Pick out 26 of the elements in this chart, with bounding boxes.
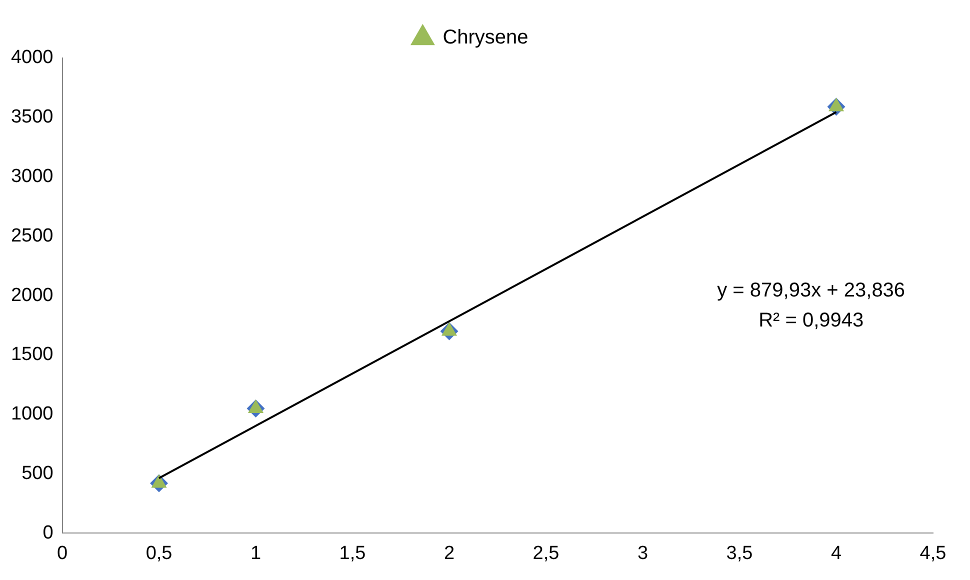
- point: [248, 399, 264, 413]
- point: [151, 474, 167, 488]
- y-tick-label: 3000: [10, 166, 54, 188]
- x-tick-label: 4: [830, 542, 842, 564]
- x-tick-label: 2,5: [532, 542, 560, 564]
- point: [441, 322, 458, 336]
- y-tick-label: 1000: [10, 404, 54, 425]
- y-tick-label: 3500: [10, 106, 54, 128]
- x-tick-label: 0,5: [146, 542, 172, 564]
- x-tick-label: 1: [250, 542, 262, 564]
- legend-label: Chrysene: [442, 26, 528, 49]
- x-tick-label: 3: [637, 542, 648, 564]
- annotation: y = 879,93x + 23,836: [717, 279, 906, 302]
- point: [828, 98, 844, 112]
- y-tick-label: 500: [22, 463, 54, 484]
- x-tick-label: 1,5: [339, 542, 366, 564]
- annotation: R² = 0,9943: [758, 309, 864, 332]
- x-tick-label: 4,5: [920, 542, 946, 564]
- y-tick-label: 2000: [10, 284, 54, 306]
- y-tick-label: 1500: [10, 344, 54, 366]
- y-tick-label: 4000: [10, 47, 54, 68]
- y-tick-label: 0: [42, 522, 54, 544]
- x-tick-label: 0: [56, 542, 68, 564]
- y-tick-label: 2500: [10, 225, 54, 246]
- x-tick-label: 3,5: [726, 542, 753, 564]
- x-tick-label: 2: [444, 542, 455, 564]
